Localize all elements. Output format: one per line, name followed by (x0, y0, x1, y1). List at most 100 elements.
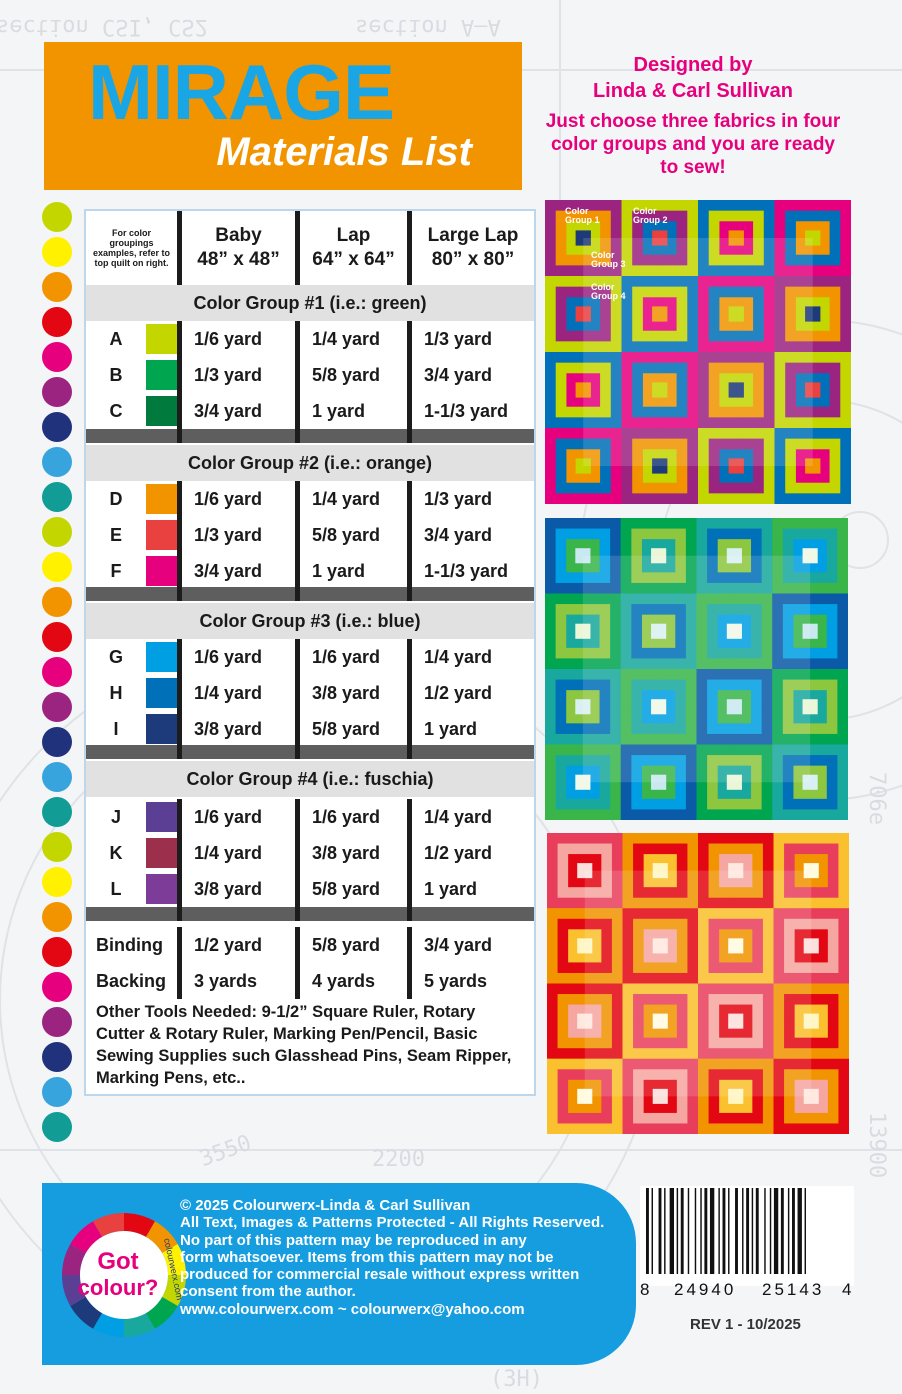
quilt-patch (728, 382, 744, 398)
separator-bar (86, 745, 534, 759)
color-dot (42, 727, 72, 757)
color-dot (42, 517, 72, 547)
quilt-overlay (660, 945, 736, 1022)
logo-ring-segment (93, 1313, 124, 1337)
copyright-text: © 2025 Colourwerx-Linda & Carl Sullivan A… (180, 1197, 630, 1318)
quilt-patch (803, 1088, 819, 1104)
column-header-large-lap: Large Lap 80” x 80” (412, 211, 534, 285)
yardage-baby: 1/4 yard (182, 675, 300, 711)
extra-label: Binding (86, 927, 182, 963)
column-header-lap: Lap 64” x 64” (300, 211, 412, 285)
table-row: F 3/4 yard 1 yard 1-1/3 yard (86, 553, 534, 589)
color-dot (42, 762, 72, 792)
fabric-swatch (146, 802, 177, 832)
column-size: 80” x 80” (431, 249, 515, 270)
fabric-label: K (109, 842, 123, 863)
designer-tagline: Just choose three fabrics in four color … (545, 111, 841, 178)
yardage-baby: 3 yards (182, 963, 300, 999)
color-group-heading: Color Group #1 (i.e.: green) (86, 285, 534, 321)
fabric-swatch-cell (146, 393, 182, 429)
quilt-patch (651, 623, 667, 639)
materials-table: For color groupings examples, refer to t… (84, 209, 536, 1096)
designer-credit: Designed by Linda & Carl Sullivan Just c… (540, 52, 846, 179)
yardage-large-lap: 1/4 yard (424, 646, 493, 667)
barcode-bar (676, 1188, 679, 1274)
color-dot (42, 587, 72, 617)
copyright-line: produced for commercial resale without e… (180, 1266, 580, 1284)
logo-ring-segment (124, 1313, 155, 1337)
quilt-overlay (583, 390, 660, 466)
quilt-patch (575, 382, 591, 398)
color-dot (42, 902, 72, 932)
color-dot (42, 412, 72, 442)
color-dot (42, 832, 72, 862)
copyright-line: © 2025 Colourwerx-Linda & Carl Sullivan (180, 1197, 471, 1214)
barcode-digit-3: 25143 (762, 1280, 825, 1299)
color-dots-column (42, 202, 74, 1147)
quilt-overlay (660, 1021, 736, 1097)
color-dot (42, 1007, 72, 1037)
quilt-overlay (658, 555, 735, 632)
yardage-large-lap: 1/3 yard (424, 488, 493, 509)
color-dot (42, 237, 72, 267)
barcode-bar (651, 1188, 653, 1274)
yardage-large-lap: 3/4 yard (424, 524, 493, 545)
revision-label: REV 1 - 10/2025 (690, 1316, 801, 1333)
separator-bar (86, 429, 534, 443)
quilt-patch (805, 230, 821, 246)
barcode-bar (780, 1188, 784, 1274)
barcode-bar (700, 1188, 702, 1274)
quilt-overlay (584, 870, 661, 946)
quilt-patch (728, 938, 744, 954)
quilt-overlay (734, 555, 811, 632)
fabric-swatch (146, 520, 177, 550)
quilt-patch (652, 458, 668, 474)
barcode-bar (658, 1188, 662, 1274)
table-row: D 1/6 yard 1/4 yard 1/3 yard (86, 481, 534, 517)
fabric-swatch-cell (146, 711, 182, 747)
blueprint-text: 13900 (864, 1112, 889, 1178)
quilt-patch (652, 1013, 668, 1029)
color-dot (42, 657, 72, 687)
quilt-patch (805, 458, 821, 474)
barcode-digit-2: 24940 (674, 1280, 737, 1299)
table-row: E 1/3 yard 5/8 yard 3/4 yard (86, 517, 534, 553)
color-dot (42, 1112, 72, 1142)
separator-segment (412, 745, 534, 759)
quilt-patch (728, 863, 744, 879)
quilt-patch (575, 774, 591, 790)
quilt-overlay (735, 870, 812, 946)
logo-ring-segment (70, 1221, 102, 1253)
color-dot (42, 307, 72, 337)
extra-label: Backing (86, 963, 182, 999)
fabric-swatch (146, 360, 177, 390)
color-dot (42, 272, 72, 302)
fabric-label: J (110, 806, 121, 827)
barcode-bar (746, 1188, 750, 1274)
title-block: MIRAGE Materials List (44, 42, 522, 190)
yardage-baby: 3/8 yard (182, 711, 300, 747)
barcode-bar (718, 1188, 720, 1274)
color-dot (42, 377, 72, 407)
barcode-bar (704, 1188, 708, 1274)
yardage-lap: 1/4 yard (300, 321, 412, 357)
color-dot (42, 342, 72, 372)
quilt-patch (728, 306, 744, 322)
blueprint-text: section A–A (355, 14, 501, 39)
logo-text-got: Got (97, 1248, 138, 1275)
column-name: Baby (215, 225, 262, 246)
other-tools-note: Other Tools Needed: 9-1/2” Square Ruler,… (96, 1003, 512, 1087)
column-header-baby: Baby 48” x 48” (182, 211, 300, 285)
fabric-swatch-cell (146, 799, 182, 835)
barcode-digit-4: 4 (842, 1280, 852, 1299)
yardage-baby: 1/3 yard (182, 357, 300, 393)
quilt-patch (575, 306, 591, 322)
quilt-patch (726, 699, 742, 715)
color-group-heading: Color Group #4 (i.e.: fuschia) (86, 761, 534, 797)
copyright-line: All Text, Images & Patterns Protected - … (180, 1214, 605, 1232)
barcode-bar (792, 1188, 795, 1274)
copyright-footer: Got colour? colourwerx.com © 2025 Colour… (42, 1183, 636, 1365)
quilt-patch (726, 548, 742, 564)
quilt-patch (802, 774, 818, 790)
